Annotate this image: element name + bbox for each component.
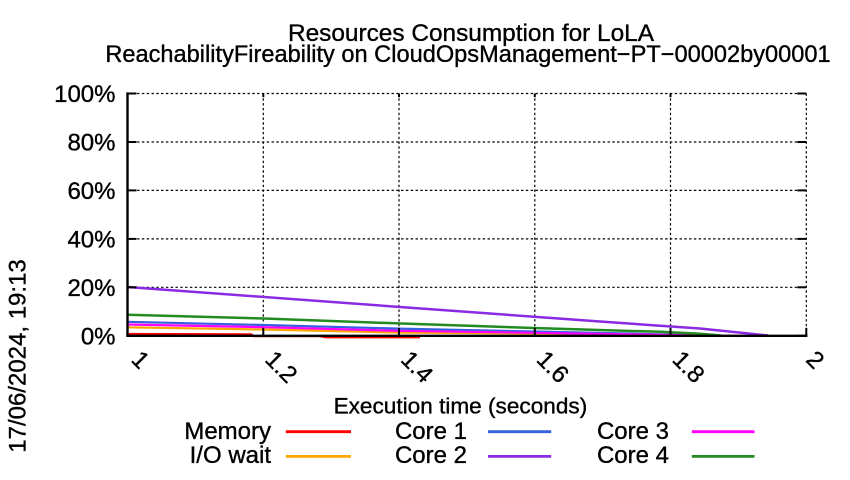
svg-text:Core 2: Core 2 (395, 442, 467, 469)
svg-text:Execution time (seconds): Execution time (seconds) (334, 394, 588, 419)
svg-text:I/O wait: I/O wait (190, 442, 272, 469)
svg-text:Memory: Memory (184, 418, 271, 445)
svg-text:Core 1: Core 1 (395, 418, 467, 445)
svg-text:100%: 100% (54, 81, 115, 108)
svg-text:Resources Consumption for LoLA: Resources Consumption for LoLA (288, 20, 655, 47)
svg-text:0%: 0% (81, 323, 116, 350)
svg-text:60%: 60% (67, 178, 115, 205)
svg-text:40%: 40% (67, 226, 115, 253)
svg-text:Core 3: Core 3 (597, 418, 669, 445)
svg-text:20%: 20% (67, 275, 115, 302)
svg-text:17/06/2024, 19:13: 17/06/2024, 19:13 (5, 259, 32, 453)
svg-text:Core 4: Core 4 (597, 442, 669, 469)
svg-text:ReachabilityFireability on Clo: ReachabilityFireability on CloudOpsManag… (105, 42, 830, 68)
svg-text:80%: 80% (67, 130, 115, 157)
